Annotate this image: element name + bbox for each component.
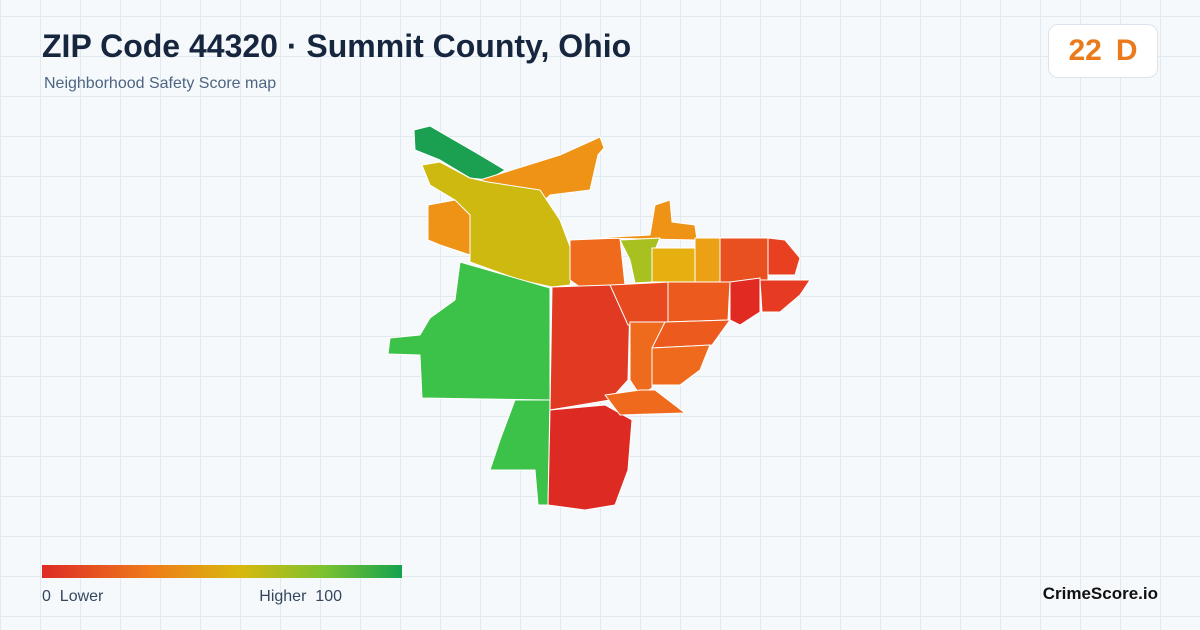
legend-min: 0 Lower: [42, 588, 103, 606]
area: [604, 389, 686, 416]
title: ZIP Code 44320 · Summit County, Ohio: [42, 28, 632, 64]
legend-max: Higher 100: [259, 588, 342, 606]
area: [547, 404, 633, 511]
legend-min-value: 0: [42, 588, 51, 605]
area: [479, 136, 605, 201]
area: [427, 199, 471, 256]
score-grade: D: [1115, 34, 1138, 67]
area: [694, 237, 721, 283]
subtitle: Neighborhood Safety Score map: [44, 75, 277, 92]
zip-areas: [387, 125, 811, 511]
area: [767, 237, 801, 276]
area: [667, 281, 731, 323]
legend-max-label: Higher: [259, 588, 307, 605]
area: [759, 279, 811, 313]
area: [569, 237, 626, 288]
area: [651, 247, 696, 283]
area: [594, 199, 698, 241]
area: [651, 344, 711, 386]
legend-max-value: 100: [315, 588, 342, 605]
area: [719, 237, 769, 283]
brand: CrimeScore.io: [1042, 584, 1158, 603]
score-badge: 22 D: [1048, 24, 1158, 78]
legend-gradient: [42, 565, 402, 578]
area: [387, 261, 551, 401]
area: [729, 277, 761, 326]
score-value: 22: [1068, 34, 1102, 67]
area: [651, 319, 731, 349]
legend-min-label: Lower: [59, 588, 104, 605]
area: [489, 399, 551, 506]
